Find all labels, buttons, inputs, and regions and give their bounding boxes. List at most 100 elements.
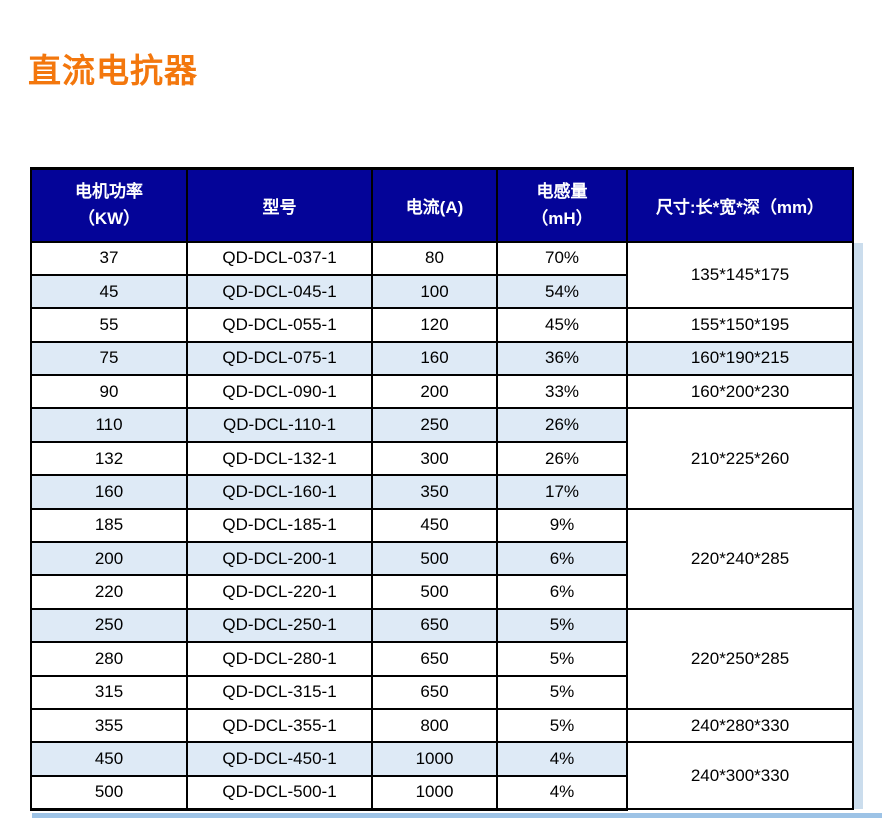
cell-model: QD-DCL-220-1 [186,574,373,610]
table-header: 电机功率 （KW） 型号 电流(A) 电感量 （mH） 尺寸:长*宽*深（mm） [30,167,854,243]
cell-current: 650 [371,674,498,710]
header-row: 电机功率 （KW） 型号 电流(A) 电感量 （mH） 尺寸:长*宽*深（mm） [30,167,854,243]
cell-motor-power: 37 [30,240,188,276]
cell-inductance: 36% [496,340,628,377]
table-body: 37 QD-DCL-037-1 80 70% 135*145*175 45 QD-DCL-0… [30,240,854,811]
cell-current: 200 [371,374,498,410]
cell-motor-power: 280 [30,641,188,677]
table-row: 55 QD-DCL-055-1 120 45% 155*150*195 [30,307,854,343]
cell-motor-power: 160 [30,474,188,510]
table-row: 250 QD-DCL-250-1 650 5% 220*250*285 [30,607,854,710]
cell-motor-power: 220 [30,574,188,610]
table-row: 132 QD-DCL-132-1 300 26% [30,440,853,477]
table-row: 280 QD-DCL-280-1 650 5% [30,641,853,677]
cell-model: QD-DCL-355-1 [186,707,373,744]
cell-dimensions: 240*300*330 [626,741,854,811]
cell-current: 160 [371,340,498,377]
cell-dimensions: 155*150*195 [626,307,854,343]
header-model: 型号 [186,167,373,243]
cell-dimensions: 220*240*285 [626,507,854,610]
cell-inductance: 5% [496,641,628,677]
table-row: 160 QD-DCL-160-1 350 17% [30,474,853,510]
cell-inductance: 9% [496,507,628,544]
cell-current: 450 [371,507,498,544]
table-row: 185 QD-DCL-185-1 450 9% 220*240*285 [30,507,854,610]
cell-model: QD-DCL-090-1 [186,374,373,410]
cell-dimensions: 160*200*230 [626,374,854,410]
cell-inductance: 26% [496,407,628,443]
cell-model: QD-DCL-450-1 [186,741,373,777]
cell-model: QD-DCL-280-1 [186,641,373,677]
table-row: 220 QD-DCL-220-1 500 6% [30,574,853,610]
cell-inductance: 6% [496,574,628,610]
table-row: 110 QD-DCL-110-1 250 26% 210*225*260 [30,407,854,510]
cell-motor-power: 200 [30,541,188,577]
cell-model: QD-DCL-037-1 [186,240,373,276]
table-row: 45 QD-DCL-045-1 100 54% [30,273,853,310]
cell-model: QD-DCL-160-1 [186,474,373,510]
page-title: 直流电抗器 [28,52,198,89]
cell-current: 500 [371,541,498,577]
cell-motor-power: 90 [30,374,188,410]
table-row: 200 QD-DCL-200-1 500 6% [30,541,853,577]
cell-motor-power: 355 [30,707,188,744]
header-inductance: 电感量 （mH） [496,167,628,243]
cell-current: 800 [371,707,498,744]
cell-inductance: 70% [496,240,628,276]
cell-current: 1000 [371,741,498,777]
cell-current: 1000 [371,774,498,811]
cell-motor-power: 110 [30,407,188,443]
cell-dimensions: 135*145*175 [626,240,854,310]
table-row: 37 QD-DCL-037-1 80 70% 135*145*175 [30,240,854,310]
cell-inductance: 5% [496,607,628,644]
cell-motor-power: 250 [30,607,188,644]
cell-motor-power: 185 [30,507,188,544]
table-shadow-bottom [32,813,882,818]
table-row: 450 QD-DCL-450-1 1000 4% 240*300*330 [30,741,854,811]
cell-dimensions: 210*225*260 [626,407,854,510]
cell-current: 500 [371,574,498,610]
cell-model: QD-DCL-200-1 [186,541,373,577]
cell-motor-power: 500 [30,774,188,811]
cell-inductance: 4% [496,774,628,811]
cell-dimensions: 160*190*215 [626,340,854,377]
table-row: 315 QD-DCL-315-1 650 5% [30,674,853,710]
cell-model: QD-DCL-185-1 [186,507,373,544]
cell-current: 300 [371,440,498,477]
cell-inductance: 6% [496,541,628,577]
cell-inductance: 45% [496,307,628,343]
cell-inductance: 26% [496,440,628,477]
cell-dimensions: 220*250*285 [626,607,854,710]
cell-model: QD-DCL-132-1 [186,440,373,477]
cell-model: QD-DCL-045-1 [186,273,373,310]
cell-inductance: 5% [496,707,628,744]
table-row: 355 QD-DCL-355-1 800 5% 240*280*330 [30,707,854,744]
cell-motor-power: 45 [30,273,188,310]
table-row: 500 QD-DCL-500-1 1000 4% [30,774,853,811]
cell-current: 350 [371,474,498,510]
cell-current: 80 [371,240,498,276]
cell-model: QD-DCL-315-1 [186,674,373,710]
cell-inductance: 54% [496,273,628,310]
header-dimensions: 尺寸:长*宽*深（mm） [626,167,854,243]
header-current: 电流(A) [371,167,498,243]
table-row: 75 QD-DCL-075-1 160 36% 160*190*215 [30,340,854,377]
cell-model: QD-DCL-250-1 [186,607,373,644]
cell-current: 250 [371,407,498,443]
cell-motor-power: 315 [30,674,188,710]
cell-motor-power: 450 [30,741,188,777]
cell-motor-power: 75 [30,340,188,377]
cell-dimensions: 240*280*330 [626,707,854,744]
cell-current: 650 [371,641,498,677]
cell-inductance: 4% [496,741,628,777]
product-table-wrap: 电机功率 （KW） 型号 电流(A) 电感量 （mH） 尺寸:长*宽*深（mm）… [30,167,885,818]
cell-model: QD-DCL-110-1 [186,407,373,443]
dc-reactor-spec-table: 电机功率 （KW） 型号 电流(A) 电感量 （mH） 尺寸:长*宽*深（mm）… [30,167,854,811]
table-shadow-right [854,243,863,809]
cell-current: 100 [371,273,498,310]
cell-current: 650 [371,607,498,644]
table-row: 90 QD-DCL-090-1 200 33% 160*200*230 [30,374,854,410]
cell-model: QD-DCL-075-1 [186,340,373,377]
cell-inductance: 5% [496,674,628,710]
cell-motor-power: 55 [30,307,188,343]
